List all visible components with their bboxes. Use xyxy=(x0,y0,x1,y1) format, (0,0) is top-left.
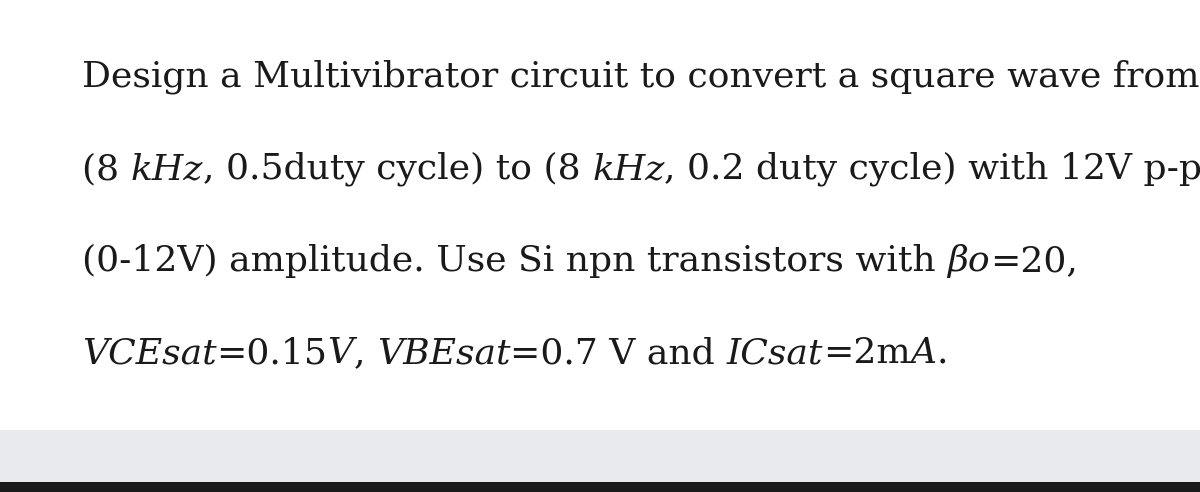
Text: , 0.5duty cycle) to (8: , 0.5duty cycle) to (8 xyxy=(203,152,592,186)
Text: kHz: kHz xyxy=(592,152,665,186)
Text: , 0.2 duty cycle) with 12V p-p: , 0.2 duty cycle) with 12V p-p xyxy=(665,152,1200,186)
Text: Design a Multivibrator circuit to convert a square wave from: Design a Multivibrator circuit to conver… xyxy=(82,60,1200,94)
Text: ICsat: ICsat xyxy=(726,336,823,370)
Text: A: A xyxy=(911,336,936,370)
Bar xyxy=(0,482,1200,492)
Text: .: . xyxy=(936,336,948,370)
Bar xyxy=(0,430,1200,492)
Text: βo: βo xyxy=(947,244,990,278)
Text: (0-12V) amplitude. Use Si npn transistors with: (0-12V) amplitude. Use Si npn transistor… xyxy=(82,244,947,278)
Text: =0.7 V and: =0.7 V and xyxy=(510,336,726,370)
Text: =0.15: =0.15 xyxy=(217,336,328,370)
Text: =20,: =20, xyxy=(990,244,1078,278)
Text: ,: , xyxy=(354,336,377,370)
Text: kHz: kHz xyxy=(131,152,203,186)
Text: (8: (8 xyxy=(82,152,131,186)
Text: V: V xyxy=(328,336,354,370)
Text: VBEsat: VBEsat xyxy=(377,336,510,370)
Text: VCEsat: VCEsat xyxy=(82,336,217,370)
Text: =2m: =2m xyxy=(823,336,911,370)
